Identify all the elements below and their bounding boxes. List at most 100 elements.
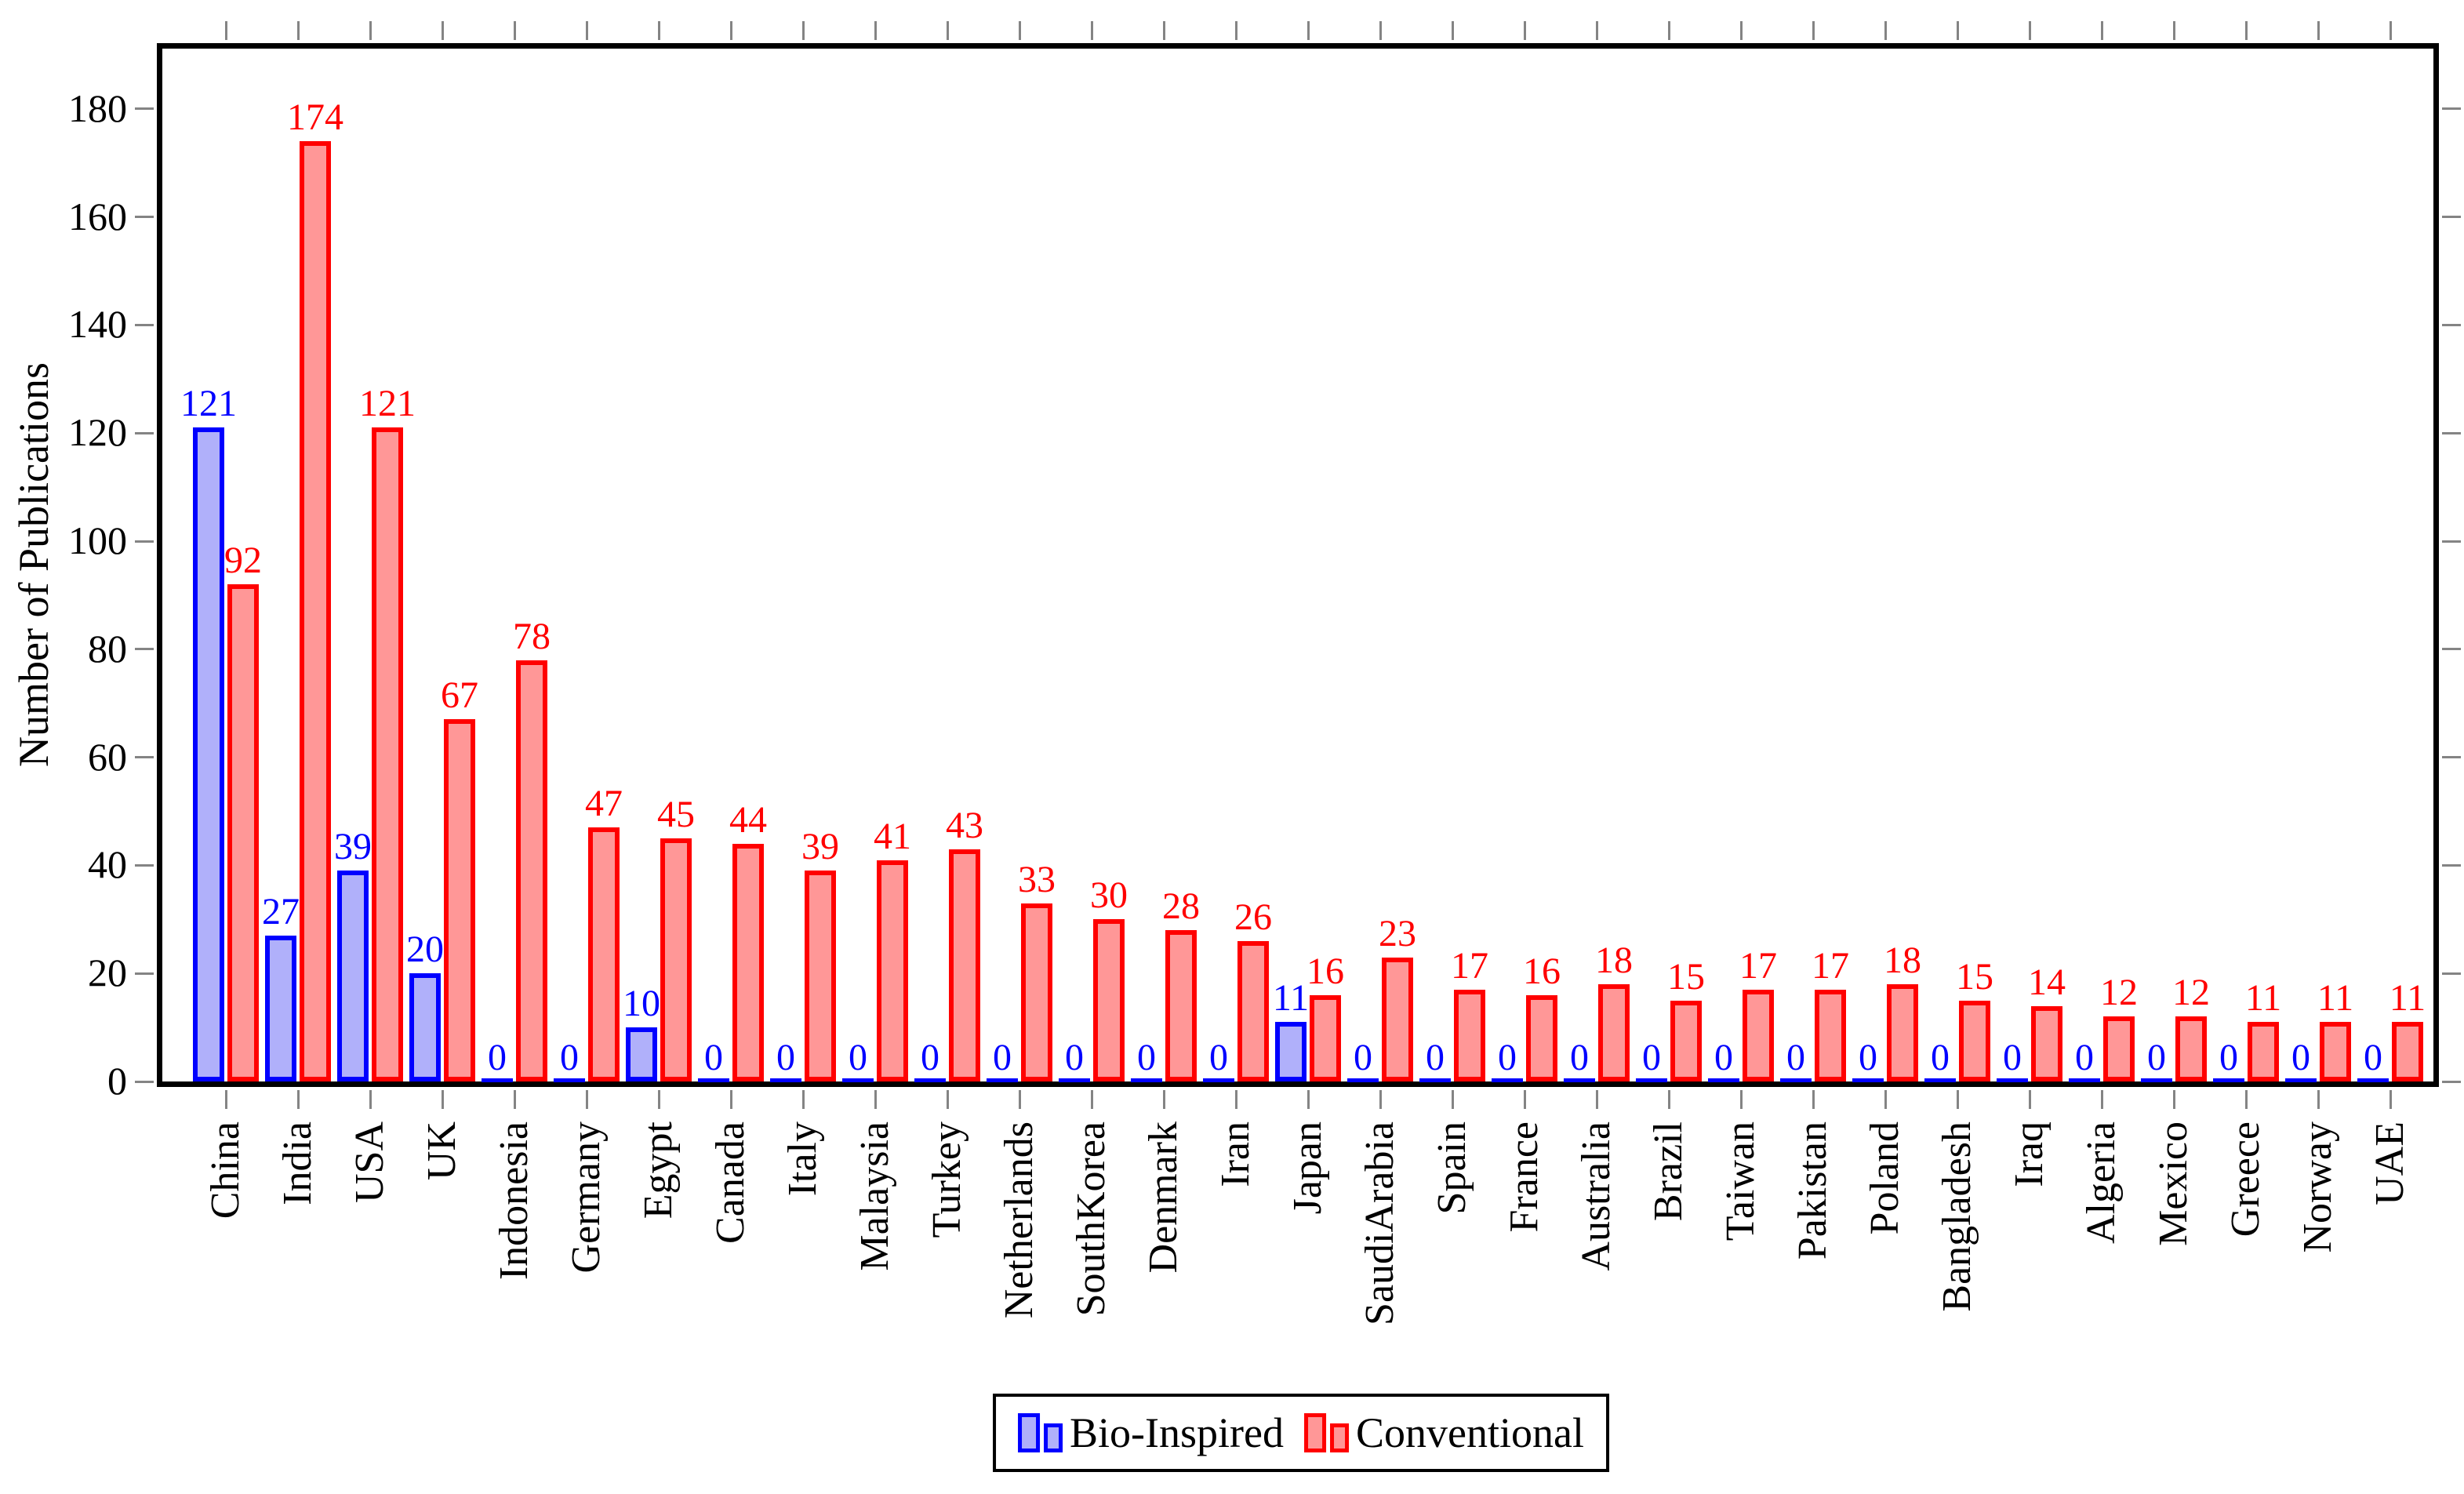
y-tick-left (135, 216, 154, 219)
x-tick-top (946, 21, 949, 40)
bar-value-label: 17 (1451, 945, 1488, 987)
x-tick-label-text: China (203, 1121, 248, 1220)
x-tick-top (1523, 21, 1526, 40)
bar-value-label: 0 (560, 1037, 579, 1078)
bar-value-label: 0 (1931, 1037, 1950, 1078)
legend: Bio-Inspired Conventional (993, 1394, 1609, 1472)
x-tick-top (801, 21, 805, 40)
bar-conventional-mexico (2175, 1016, 2207, 1081)
x-tick-label-text: France (1502, 1121, 1546, 1233)
bar-conventional-saudiarabia (1382, 958, 1413, 1081)
bar-conventional-turkey (949, 849, 980, 1081)
bar-zero-bio-inspired-poland (1852, 1078, 1884, 1082)
bar-value-label: 174 (287, 96, 343, 138)
bar-zero-bio-inspired-france (1492, 1078, 1523, 1082)
x-tick-top (1739, 21, 1743, 40)
bar-value-label: 11 (2317, 977, 2354, 1019)
x-tick-top (2389, 21, 2392, 40)
x-tick-label-text: Greece (2223, 1121, 2268, 1238)
x-tick-bottom (2100, 1090, 2103, 1109)
bar-value-label: 14 (2028, 961, 2066, 1003)
bar-bio-inspired-usa (337, 871, 369, 1081)
y-tick-label: 20 (88, 951, 127, 995)
bar-zero-bio-inspired-canada (698, 1078, 729, 1082)
bar-value-label: 121 (359, 383, 416, 424)
y-tick-right (2442, 540, 2461, 543)
bar-value-label: 0 (1426, 1037, 1445, 1078)
x-tick-bottom (2389, 1090, 2392, 1109)
bar-value-label: 78 (513, 616, 551, 657)
x-tick-bottom (946, 1090, 949, 1109)
bar-conventional-southkorea (1093, 919, 1125, 1081)
bar-value-label: 43 (946, 805, 983, 846)
bar-value-label: 39 (801, 826, 839, 867)
bar-value-label: 0 (1714, 1037, 1733, 1078)
x-tick-top (2317, 21, 2320, 40)
bar-value-label: 33 (1018, 859, 1056, 900)
x-tick-bottom (1018, 1090, 1021, 1109)
bar-bio-inspired-china (193, 427, 224, 1081)
bar-value-label: 16 (1523, 951, 1561, 992)
x-tick-top (2028, 21, 2031, 40)
x-tick-top (874, 21, 877, 40)
x-tick-label-text: Bangladesh (1935, 1121, 1979, 1312)
bar-value-label: 10 (623, 983, 660, 1024)
bar-conventional-algeria (2103, 1016, 2135, 1081)
x-tick-top (441, 21, 444, 40)
x-tick-label-text: Malaysia (852, 1121, 897, 1271)
bar-conventional-india (300, 141, 331, 1081)
y-tick-label: 140 (68, 302, 127, 347)
x-tick-bottom (1595, 1090, 1598, 1109)
bar-value-label: 0 (849, 1037, 867, 1078)
x-tick-top (2244, 21, 2248, 40)
bar-value-label: 0 (1786, 1037, 1805, 1078)
bar-icon (1044, 1423, 1063, 1452)
x-tick-top (585, 21, 588, 40)
x-tick-label-text: UK (420, 1121, 464, 1181)
x-tick-bottom (1812, 1090, 1815, 1109)
bar-value-label: 30 (1090, 874, 1128, 916)
bar-value-label: 0 (2291, 1037, 2310, 1078)
bar-zero-bio-inspired-uae (2357, 1078, 2389, 1082)
y-tick-right (2442, 216, 2461, 219)
y-tick-left (135, 756, 154, 759)
x-tick-top (2100, 21, 2103, 40)
y-tick-label: 180 (68, 85, 127, 130)
bar-value-label: 0 (1065, 1037, 1084, 1078)
x-tick-top (657, 21, 660, 40)
bar-zero-bio-inspired-taiwan (1708, 1078, 1739, 1082)
x-tick-bottom (1090, 1090, 1093, 1109)
bar-bio-inspired-japan (1275, 1022, 1307, 1081)
x-tick-label-text: Pakistan (1790, 1121, 1835, 1260)
x-tick-bottom (441, 1090, 444, 1109)
bar-conventional-netherlands (1021, 903, 1052, 1081)
bar-value-label: 0 (1642, 1037, 1661, 1078)
x-tick-top (513, 21, 516, 40)
x-tick-bottom (1956, 1090, 1959, 1109)
bar-value-label: 28 (1162, 885, 1200, 927)
x-tick-bottom (1667, 1090, 1670, 1109)
bar-value-label: 0 (2147, 1037, 2166, 1078)
bar-value-label: 23 (1379, 913, 1416, 954)
legend-swatch-bio-inspired (1018, 1413, 1063, 1452)
bar-value-label: 11 (2244, 977, 2282, 1019)
bar-zero-bio-inspired-netherlands (987, 1078, 1018, 1082)
x-tick-bottom (224, 1090, 227, 1109)
bar-conventional-china (227, 584, 259, 1081)
bar-value-label: 44 (729, 799, 767, 841)
bar-conventional-spain (1454, 990, 1485, 1081)
bar-value-label: 16 (1307, 951, 1344, 992)
bar-value-label: 17 (1739, 945, 1777, 987)
bar-bio-inspired-egypt (626, 1027, 657, 1081)
bar-value-label: 15 (1667, 956, 1705, 998)
x-tick-label-text: Egypt (636, 1121, 681, 1220)
x-tick-label-text: Brazil (1646, 1121, 1691, 1222)
x-tick-label-text: India (275, 1121, 320, 1205)
x-tick-top (1667, 21, 1670, 40)
bar-conventional-usa (372, 427, 403, 1081)
x-tick-label-text: Australia (1574, 1121, 1619, 1271)
bar-zero-bio-inspired-southkorea (1059, 1078, 1090, 1082)
x-tick-top (729, 21, 732, 40)
x-tick-top (224, 21, 227, 40)
y-tick-label: 60 (88, 734, 127, 779)
